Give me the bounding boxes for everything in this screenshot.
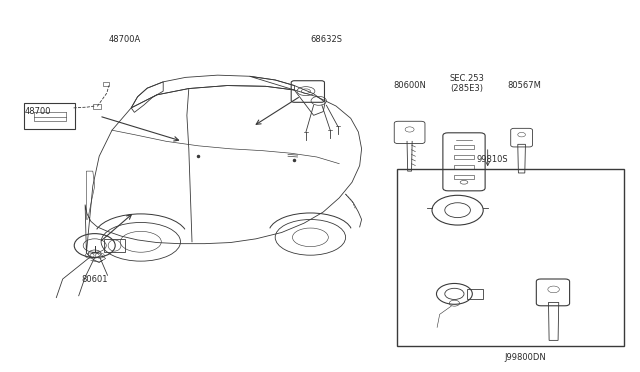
Bar [467,289,483,299]
Bar [454,165,474,169]
Text: SEC.253
(285E3): SEC.253 (285E3) [450,74,484,93]
Bar [104,239,125,252]
Text: 80600N: 80600N [393,81,426,90]
Text: J99800DN: J99800DN [504,353,546,362]
Text: 80601: 80601 [81,275,108,284]
Text: 48700: 48700 [24,107,51,116]
Bar [454,175,474,179]
Bar [397,169,624,346]
Bar [454,155,474,159]
Text: 80567M: 80567M [508,81,541,90]
Text: 48700A: 48700A [109,35,141,44]
Bar [103,82,109,86]
Bar [93,104,101,109]
Text: 68632S: 68632S [310,35,342,44]
Bar [454,145,474,149]
Text: 99810S: 99810S [477,155,509,164]
